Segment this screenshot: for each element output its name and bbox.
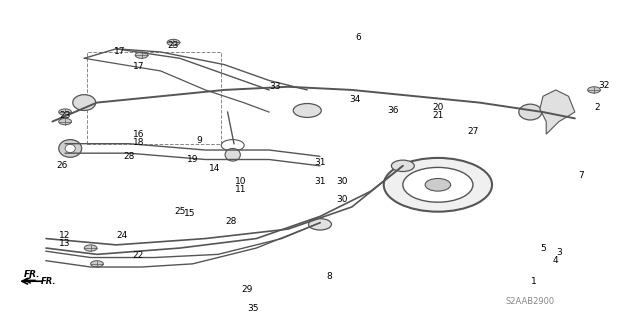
Text: 6: 6 — [355, 33, 361, 42]
Text: 2: 2 — [595, 103, 600, 112]
Circle shape — [293, 104, 321, 117]
Text: 10: 10 — [235, 177, 246, 186]
Circle shape — [59, 109, 72, 115]
Circle shape — [384, 158, 492, 212]
Text: 27: 27 — [467, 127, 479, 136]
Bar — [88, 52, 221, 144]
Ellipse shape — [225, 148, 241, 161]
Text: 18: 18 — [132, 137, 144, 147]
Text: 7: 7 — [579, 171, 584, 180]
Text: 16: 16 — [132, 130, 144, 139]
Text: 32: 32 — [598, 81, 609, 90]
Ellipse shape — [73, 95, 96, 110]
Text: 17: 17 — [132, 62, 144, 71]
Circle shape — [403, 167, 473, 202]
Text: 23: 23 — [60, 111, 71, 120]
Text: 31: 31 — [314, 158, 326, 167]
Text: 25: 25 — [174, 207, 186, 216]
Text: 29: 29 — [241, 285, 252, 294]
Text: 34: 34 — [349, 95, 361, 104]
Text: 22: 22 — [132, 251, 144, 260]
Text: 5: 5 — [540, 243, 546, 253]
Circle shape — [308, 219, 332, 230]
Text: 30: 30 — [337, 177, 348, 186]
Text: 20: 20 — [432, 103, 444, 112]
Text: 11: 11 — [235, 185, 246, 194]
Text: 17: 17 — [113, 48, 125, 56]
Circle shape — [84, 245, 97, 251]
Text: 35: 35 — [247, 304, 259, 313]
Polygon shape — [540, 90, 575, 134]
Text: 3: 3 — [556, 248, 562, 257]
Text: 31: 31 — [314, 177, 326, 186]
Text: 19: 19 — [187, 155, 198, 164]
Text: 12: 12 — [60, 231, 71, 240]
Circle shape — [135, 52, 148, 58]
Circle shape — [221, 140, 244, 151]
Circle shape — [167, 39, 180, 46]
Text: 26: 26 — [56, 161, 68, 170]
Ellipse shape — [519, 104, 541, 120]
Circle shape — [588, 87, 600, 93]
Circle shape — [392, 160, 414, 172]
Text: 9: 9 — [196, 136, 202, 145]
Text: 28: 28 — [225, 217, 236, 226]
Text: 1: 1 — [531, 277, 536, 286]
Text: 4: 4 — [553, 256, 559, 265]
Circle shape — [91, 261, 103, 267]
Text: S2AAB2900: S2AAB2900 — [506, 297, 555, 306]
Ellipse shape — [59, 140, 82, 157]
Text: 36: 36 — [388, 106, 399, 115]
Ellipse shape — [65, 144, 76, 152]
Circle shape — [59, 118, 72, 125]
Text: 21: 21 — [432, 111, 444, 120]
Text: FR.: FR. — [41, 277, 56, 286]
Text: 23: 23 — [168, 41, 179, 50]
Text: 28: 28 — [123, 152, 134, 161]
Text: 33: 33 — [269, 82, 281, 91]
Text: 15: 15 — [184, 209, 195, 218]
Text: 13: 13 — [60, 239, 71, 248]
Text: FR.: FR. — [24, 270, 40, 279]
Text: 14: 14 — [209, 165, 221, 174]
Text: 8: 8 — [326, 272, 332, 281]
Text: 24: 24 — [117, 231, 128, 240]
Text: 30: 30 — [337, 195, 348, 204]
Circle shape — [425, 178, 451, 191]
